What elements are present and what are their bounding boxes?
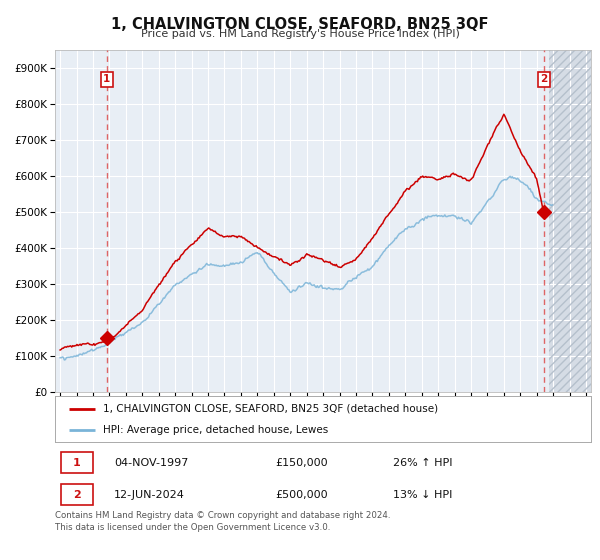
Text: Contains HM Land Registry data © Crown copyright and database right 2024.
This d: Contains HM Land Registry data © Crown c…	[55, 511, 391, 531]
Text: 2: 2	[73, 489, 80, 500]
Text: £150,000: £150,000	[275, 458, 328, 468]
Text: Price paid vs. HM Land Registry's House Price Index (HPI): Price paid vs. HM Land Registry's House …	[140, 29, 460, 39]
FancyBboxPatch shape	[61, 484, 93, 505]
Text: 13% ↓ HPI: 13% ↓ HPI	[393, 489, 452, 500]
Text: 1, CHALVINGTON CLOSE, SEAFORD, BN25 3QF: 1, CHALVINGTON CLOSE, SEAFORD, BN25 3QF	[111, 17, 489, 32]
Text: 1: 1	[103, 74, 110, 84]
Text: 04-NOV-1997: 04-NOV-1997	[114, 458, 188, 468]
Text: £500,000: £500,000	[275, 489, 328, 500]
Bar	[549, 50, 591, 392]
Bar	[549, 50, 591, 392]
Text: 2: 2	[541, 74, 548, 84]
FancyBboxPatch shape	[61, 452, 93, 473]
Text: 1, CHALVINGTON CLOSE, SEAFORD, BN25 3QF (detached house): 1, CHALVINGTON CLOSE, SEAFORD, BN25 3QF …	[103, 404, 439, 414]
Text: 26% ↑ HPI: 26% ↑ HPI	[393, 458, 452, 468]
Text: 12-JUN-2024: 12-JUN-2024	[114, 489, 185, 500]
Text: 1: 1	[73, 458, 80, 468]
Text: HPI: Average price, detached house, Lewes: HPI: Average price, detached house, Lewe…	[103, 425, 329, 435]
